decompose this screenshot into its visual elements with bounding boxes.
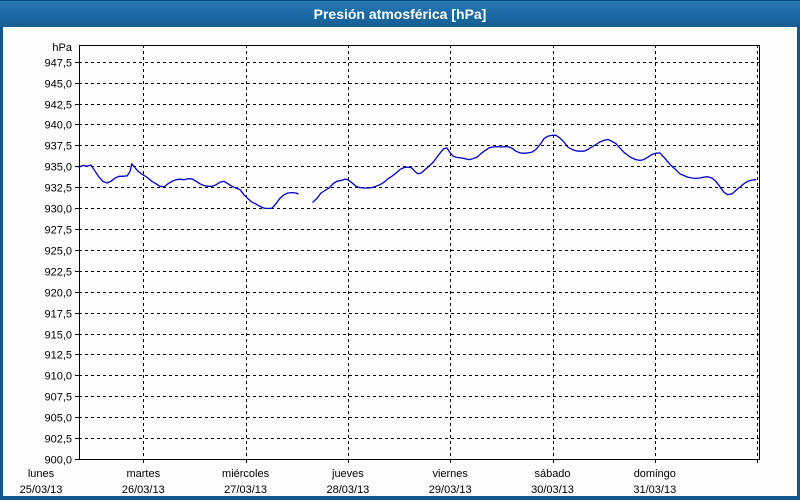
y-tick-label: 925,0	[44, 246, 72, 258]
pressure-series-line	[312, 134, 757, 203]
pressure-series-line	[78, 163, 299, 210]
window-titlebar: Presión atmosférica [hPa]	[0, 0, 800, 27]
y-tick-label: 915,0	[44, 330, 72, 342]
day-date-label: 29/03/13	[429, 484, 472, 496]
y-tick-label: 902,5	[44, 434, 72, 446]
y-tick-label: 927,5	[44, 225, 72, 237]
y-tick-label: 940,0	[44, 120, 72, 132]
y-tick-label: 935,0	[44, 162, 72, 174]
y-tick-label: 937,5	[44, 141, 72, 153]
window-title: Presión atmosférica [hPa]	[313, 6, 487, 22]
day-date-label: 31/03/13	[633, 484, 676, 496]
y-tick-label: 910,0	[44, 371, 72, 383]
y-tick-label: 900,0	[44, 455, 72, 467]
plot-border	[79, 45, 760, 460]
y-tick-label: 930,0	[44, 204, 72, 216]
day-name-label: miércoles	[222, 468, 270, 480]
y-tick-label: 947,5	[44, 58, 72, 70]
y-tick-label: 912,5	[44, 350, 72, 362]
y-tick-label: 945,0	[44, 79, 72, 91]
y-tick-label: 932,5	[44, 183, 72, 195]
day-name-label: lunes	[28, 468, 55, 480]
day-date-label: 30/03/13	[531, 484, 574, 496]
day-name-label: martes	[126, 468, 160, 480]
y-axis-unit-label: hPa	[52, 42, 72, 54]
day-date-label: 25/03/13	[20, 484, 63, 496]
y-tick-label: 907,5	[44, 392, 72, 404]
y-tick-label: 905,0	[44, 413, 72, 425]
day-name-label: viernes	[432, 468, 468, 480]
day-date-label: 28/03/13	[326, 484, 369, 496]
y-tick-label: 922,5	[44, 267, 72, 279]
day-date-label: 27/03/13	[224, 484, 267, 496]
day-name-label: jueves	[331, 468, 364, 480]
y-tick-label: 920,0	[44, 288, 72, 300]
day-name-label: domingo	[634, 468, 676, 480]
y-tick-label: 942,5	[44, 100, 72, 112]
y-tick-label: 917,5	[44, 309, 72, 321]
day-date-label: 26/03/13	[122, 484, 165, 496]
day-name-label: sábado	[534, 468, 570, 480]
